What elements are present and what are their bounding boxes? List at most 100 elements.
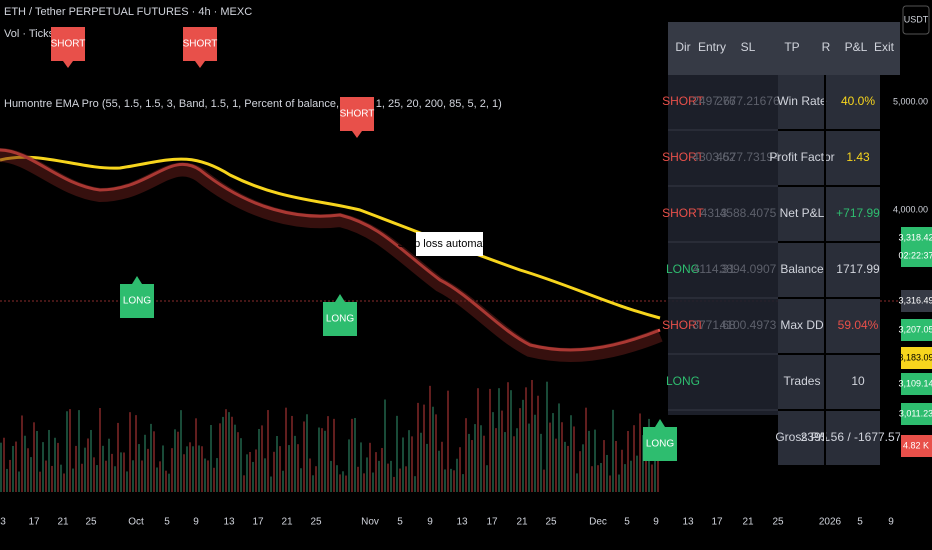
volume-bar — [165, 470, 167, 492]
stat-label: Balance — [780, 262, 824, 276]
volume-bar — [261, 425, 263, 492]
volume-bar — [42, 442, 44, 492]
volume-bar — [90, 429, 92, 492]
signal-box — [183, 27, 217, 61]
time-label: 25 — [772, 517, 784, 528]
volume-bar — [105, 460, 107, 492]
time-label: 5 — [397, 517, 403, 528]
stat-value: 40.0% — [841, 94, 875, 108]
time-label: 17 — [711, 517, 723, 528]
trade-value: 3894.0907 — [720, 262, 777, 276]
volume-bar — [600, 462, 602, 492]
volume-bar — [183, 454, 185, 492]
volume-bar — [576, 473, 578, 492]
volume-bar — [588, 430, 590, 492]
volume-bar — [516, 428, 518, 492]
volume-bar — [36, 430, 38, 492]
trades-table: Dir Entry SL TP R P&L ExitSHORT2497.762677.216… — [662, 22, 902, 467]
volume-bar — [330, 460, 332, 492]
table-header: P&L — [845, 40, 868, 54]
volume-bar — [252, 461, 254, 492]
signal-box — [120, 284, 154, 318]
volume-bar — [15, 441, 17, 492]
volume-bar — [657, 447, 659, 492]
volume-bar — [237, 432, 239, 492]
volume-bar — [141, 460, 143, 492]
volume-bar — [432, 406, 434, 492]
signal-label: LONG — [646, 439, 675, 450]
volume-bar — [510, 390, 512, 492]
time-label: 9 — [427, 517, 433, 528]
volume-bar — [348, 439, 350, 492]
volume-bar — [3, 437, 5, 492]
signal-pointer — [335, 294, 345, 302]
trade-direction: LONG — [666, 262, 700, 276]
annotation: Stop loss automation — [398, 238, 501, 250]
currency[interactable]: USDT — [904, 14, 929, 24]
table-body-bg — [668, 75, 778, 415]
volume-bar — [210, 424, 212, 492]
volume-bar — [192, 446, 194, 492]
volume-bar — [360, 442, 362, 492]
volume-bar — [429, 385, 431, 492]
volume-bar — [597, 465, 599, 492]
volume-bar — [603, 440, 605, 492]
signal-label: LONG — [326, 314, 355, 325]
stat-value: 1717.99 — [836, 262, 880, 276]
volume-bar — [306, 414, 308, 492]
volume-bar — [300, 468, 302, 492]
volume-bar — [120, 452, 122, 492]
trade-value: 4313 — [701, 206, 728, 220]
volume-bar — [654, 452, 656, 492]
axes: SHORT SHORT SHORT LONG LONG LONG 5,000.00 4,000… — [0, 27, 932, 528]
volume-bar — [66, 411, 68, 492]
signal-label: SHORT — [183, 39, 218, 50]
volume-bar — [390, 460, 392, 492]
volume-bar — [513, 436, 515, 492]
volume-bar — [642, 435, 644, 492]
volume-bar — [504, 432, 506, 492]
volume-bar — [639, 413, 641, 492]
time-label: 21 — [281, 517, 293, 528]
volume-bar — [12, 445, 14, 492]
volume-bar — [108, 438, 110, 492]
volume-bar — [48, 429, 50, 492]
volume-bar — [519, 408, 521, 492]
volume-bar — [438, 450, 440, 492]
volume-bar — [417, 402, 419, 492]
price-tag-label: 3,109.14 — [898, 378, 932, 388]
stat-value: 2395.56 / -1677.57 — [801, 430, 902, 444]
volume-bar — [54, 437, 56, 492]
volume-bar — [216, 458, 218, 492]
volume-bar — [357, 466, 359, 492]
currency-button[interactable] — [902, 5, 930, 35]
volume-bar — [345, 475, 347, 492]
volume-bar — [351, 418, 353, 492]
time-label: 25 — [85, 517, 97, 528]
volume-bar — [474, 424, 476, 492]
volume-bar — [375, 452, 377, 492]
volume-bar — [531, 379, 533, 492]
time-label: 21 — [742, 517, 754, 528]
stat-label: Win Rate — [777, 94, 827, 108]
trade-value: 2677.21676 — [716, 94, 780, 108]
volume-bar — [591, 466, 593, 492]
volume-bar — [159, 461, 161, 492]
time-label: Dec — [589, 517, 607, 528]
signal-box — [51, 27, 85, 61]
volume-bar — [459, 447, 461, 492]
stat-label: Profit Factor — [769, 150, 834, 164]
volume-bar — [222, 416, 224, 492]
volume-bar — [483, 435, 485, 492]
volume-bar — [0, 442, 2, 492]
volume-bar — [228, 412, 230, 492]
volume-bar — [93, 457, 95, 492]
volume-bar — [87, 438, 89, 492]
price-tag — [901, 403, 932, 425]
volume-area — [0, 379, 659, 492]
time-label: 9 — [888, 517, 894, 528]
volume-bar — [276, 435, 278, 492]
volume-bar — [291, 415, 293, 492]
price-tag — [901, 373, 932, 395]
